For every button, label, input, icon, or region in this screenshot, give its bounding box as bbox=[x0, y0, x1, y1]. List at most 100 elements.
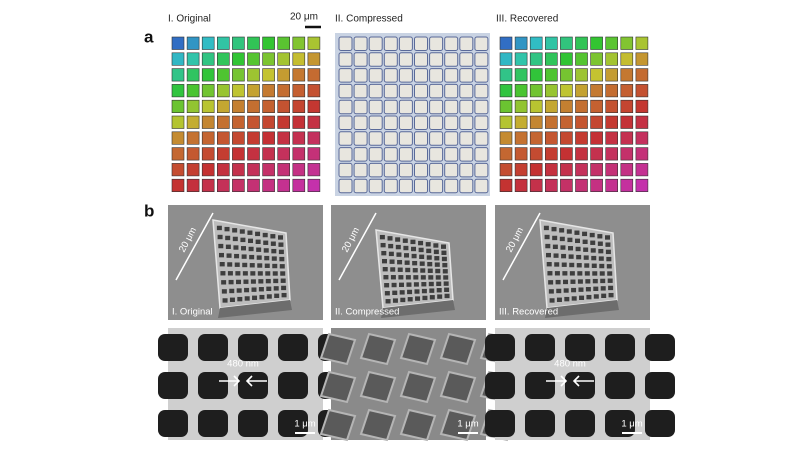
sem-hole bbox=[574, 230, 580, 235]
sem-hole bbox=[605, 410, 635, 437]
sem-hole bbox=[440, 244, 446, 249]
sem-hole bbox=[577, 271, 583, 276]
pillar bbox=[575, 52, 588, 66]
pillar bbox=[368, 131, 383, 146]
sem-hole bbox=[280, 278, 286, 283]
sem-hole bbox=[525, 372, 555, 399]
sem-hole bbox=[578, 287, 584, 292]
pillar bbox=[383, 99, 398, 115]
sem-feature bbox=[399, 332, 437, 366]
sem-hole bbox=[577, 279, 583, 284]
sem-hole bbox=[555, 279, 561, 285]
sem-hole bbox=[607, 278, 613, 283]
pillar bbox=[459, 162, 474, 178]
pillar bbox=[277, 163, 291, 177]
sem-hole bbox=[568, 246, 574, 251]
pillar bbox=[232, 131, 245, 145]
sem-hole bbox=[228, 279, 234, 285]
pillar bbox=[247, 52, 260, 66]
sem-hole bbox=[263, 240, 269, 245]
pillar bbox=[514, 36, 528, 50]
pillar bbox=[398, 83, 413, 99]
pillar bbox=[544, 99, 558, 113]
pillar bbox=[429, 99, 444, 115]
sem-hole bbox=[237, 296, 243, 302]
pillar bbox=[474, 131, 489, 146]
pillar bbox=[186, 84, 200, 98]
pillar bbox=[514, 115, 528, 129]
pillar bbox=[635, 52, 649, 66]
pillar bbox=[444, 178, 459, 194]
sem-hole bbox=[597, 234, 603, 239]
pillar bbox=[307, 178, 321, 192]
pillar bbox=[560, 36, 573, 50]
pillar bbox=[605, 84, 619, 98]
pillar bbox=[277, 68, 291, 82]
scale-label: 1 μm bbox=[457, 419, 478, 430]
sem-hole bbox=[264, 263, 270, 268]
sem-hole bbox=[258, 279, 264, 284]
pillar bbox=[459, 68, 474, 83]
sem-hole bbox=[265, 271, 271, 276]
sem-hole bbox=[485, 372, 515, 399]
sem-hole bbox=[437, 294, 443, 299]
sem-hole bbox=[485, 410, 515, 437]
sem-hole bbox=[485, 334, 515, 361]
pillar bbox=[353, 83, 368, 99]
pillar bbox=[338, 52, 353, 67]
sem-hole bbox=[383, 275, 389, 280]
sem-hole bbox=[426, 255, 432, 260]
pillar bbox=[262, 68, 275, 82]
sem-hole bbox=[435, 268, 441, 274]
pillar bbox=[429, 147, 444, 162]
sem-hole bbox=[591, 255, 597, 261]
pillar bbox=[635, 36, 649, 50]
pillar bbox=[398, 99, 413, 115]
sem-hole bbox=[559, 236, 565, 242]
pillar bbox=[529, 52, 543, 66]
sem-hole bbox=[225, 244, 231, 249]
pillar bbox=[499, 84, 513, 98]
pillar bbox=[620, 147, 634, 161]
pillar bbox=[171, 131, 185, 145]
pillar bbox=[186, 52, 200, 66]
sem-hole bbox=[561, 253, 567, 259]
sem-hole bbox=[605, 334, 635, 361]
sem-hole bbox=[421, 288, 427, 294]
sem-hole bbox=[567, 237, 573, 243]
pillar bbox=[560, 115, 573, 129]
sem-hole bbox=[244, 287, 250, 293]
pillar bbox=[414, 68, 428, 83]
sem-hole bbox=[551, 226, 557, 232]
sem-hole bbox=[226, 253, 232, 258]
sem-hole bbox=[554, 262, 560, 267]
sem-hole bbox=[585, 279, 591, 284]
pillar bbox=[514, 178, 528, 192]
sem-hole bbox=[645, 334, 675, 361]
pillar bbox=[338, 36, 353, 51]
pillar bbox=[217, 52, 230, 66]
pillar bbox=[459, 115, 474, 130]
sem-hole bbox=[563, 279, 569, 285]
pillar bbox=[171, 52, 185, 66]
sem-hole bbox=[277, 235, 283, 240]
sem-hole bbox=[556, 297, 562, 302]
sem-hole bbox=[428, 281, 434, 287]
pillar bbox=[444, 99, 459, 115]
pillar bbox=[338, 162, 353, 178]
pillar bbox=[605, 178, 619, 192]
pillar bbox=[292, 115, 306, 129]
sem-hole bbox=[413, 275, 419, 280]
sem-hole bbox=[420, 268, 426, 273]
pillar bbox=[292, 99, 306, 113]
sem-hole bbox=[543, 225, 549, 231]
sem-hole bbox=[158, 334, 188, 361]
panel-title: III. Recovered bbox=[496, 14, 558, 25]
pillar bbox=[307, 99, 321, 113]
pillar bbox=[620, 99, 634, 113]
sem-hole bbox=[265, 278, 271, 284]
sem-feature bbox=[359, 370, 397, 404]
sem-hole bbox=[575, 246, 581, 252]
sem-hole bbox=[242, 262, 248, 268]
sem-hole bbox=[240, 237, 246, 243]
